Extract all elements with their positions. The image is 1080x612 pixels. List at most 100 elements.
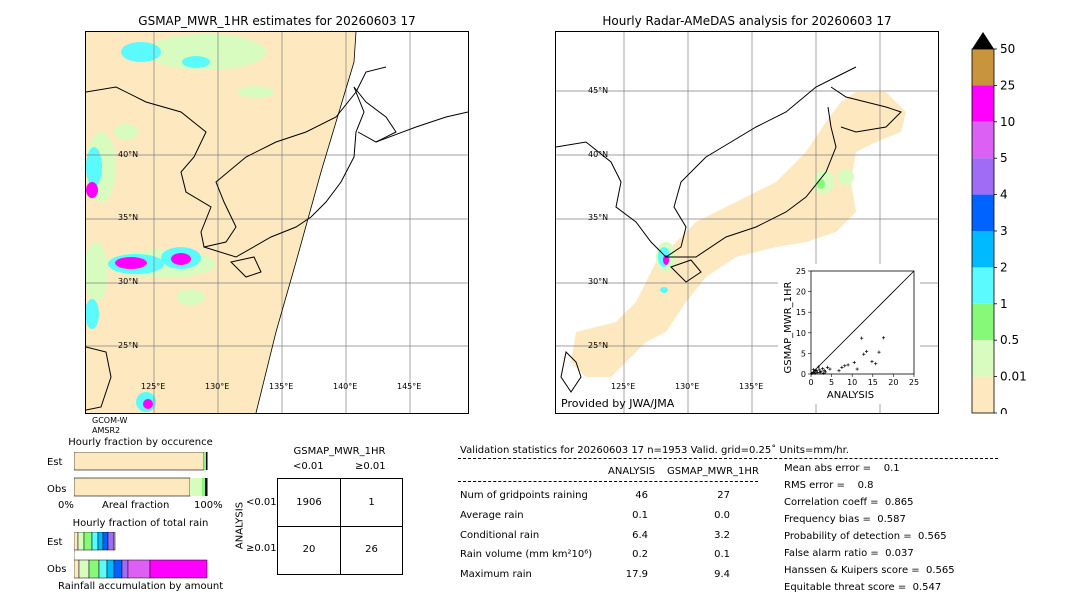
left-lon-135: 135°E bbox=[269, 382, 294, 391]
scatter-point bbox=[840, 365, 844, 370]
scatter-xtick: 0 bbox=[808, 378, 813, 387]
scatter-xtick: 5 bbox=[829, 378, 834, 387]
scatter-point bbox=[823, 370, 828, 374]
colorbar-canvas: 50 25 10 5 4 3 2 1 0.5 0.01 0 bbox=[971, 32, 1027, 420]
tot-est-bar bbox=[73, 531, 116, 551]
ct-title: GSMAP_MWR_1HR bbox=[293, 446, 386, 457]
occ-axis-right: 100% bbox=[194, 500, 223, 511]
occ-obs-light bbox=[190, 478, 202, 496]
sensor-label-1: GCOM-W bbox=[92, 416, 128, 425]
left-lon-125: 125°E bbox=[141, 382, 166, 391]
colorbar-segment bbox=[972, 194, 994, 231]
occ-obs-label: Obs bbox=[47, 484, 67, 495]
colorbar-segment bbox=[972, 231, 994, 268]
occ-obs-mid bbox=[202, 478, 205, 496]
map-grid bbox=[86, 32, 468, 413]
colorbar-segment bbox=[972, 267, 994, 304]
occurrence-title: Hourly fraction by occurence bbox=[68, 437, 213, 448]
ct-side-label: ANALYSIS bbox=[234, 501, 246, 550]
ct-cell-11: 26 bbox=[365, 544, 378, 555]
colorbar-label: 0.5 bbox=[1000, 333, 1019, 347]
left-map-title: GSMAP_MWR_1HR estimates for 20260603 17 bbox=[138, 14, 416, 28]
scatter-point bbox=[811, 367, 816, 372]
colorbar-segment bbox=[972, 158, 994, 195]
total-bars bbox=[73, 531, 210, 580]
right-lat-35: 35°N bbox=[588, 213, 609, 222]
score-5: False alarm ratio = 0.037 bbox=[784, 548, 914, 559]
row-label-0: Num of gridpoints raining bbox=[460, 490, 588, 501]
colorbar: 50 25 10 5 4 3 2 1 0.5 0.01 0 bbox=[970, 30, 1030, 420]
occ-obs-edge bbox=[205, 478, 208, 496]
row-label-3: Rain volume (mm km²10⁶) bbox=[460, 549, 593, 560]
scatter-xtick: 10 bbox=[847, 378, 857, 387]
scatter-point bbox=[865, 349, 869, 353]
colorbar-over-arrow bbox=[972, 32, 994, 49]
left-lat-40: 40°N bbox=[118, 150, 139, 159]
colorbar-segment bbox=[972, 49, 994, 86]
scatter-point bbox=[874, 362, 878, 366]
scatter-point bbox=[877, 350, 881, 354]
scatter-point bbox=[816, 365, 821, 369]
score-6: Hanssen & Kuipers score = 0.565 bbox=[784, 565, 955, 576]
scatter-point bbox=[881, 336, 886, 340]
swath-area bbox=[86, 32, 356, 413]
row-label-4: Maximum rain bbox=[460, 569, 532, 580]
right-lat-45: 45°N bbox=[588, 86, 609, 95]
scatter-point bbox=[825, 365, 830, 370]
scatter-ytick: 5 bbox=[801, 349, 806, 358]
scatter-xtick: 20 bbox=[888, 378, 898, 387]
scatter-ytick: 15 bbox=[796, 308, 806, 317]
right-lon-130: 130°E bbox=[675, 382, 700, 391]
coastline-right bbox=[556, 66, 902, 393]
tot-obs-label: Obs bbox=[47, 564, 67, 575]
scatter-point bbox=[821, 371, 825, 375]
occ-est-dry bbox=[73, 451, 205, 471]
left-map bbox=[85, 31, 469, 414]
occ-axis-mid: Areal fraction bbox=[102, 500, 170, 511]
colorbar-segment bbox=[972, 121, 994, 159]
ct-row-lt: <0.01 bbox=[246, 497, 277, 508]
score-1: RMS error = 0.8 bbox=[784, 480, 874, 491]
scatter-point bbox=[820, 367, 825, 371]
scatter-point bbox=[813, 368, 818, 372]
validation-header: Validation statistics for 20260603 17 n=… bbox=[460, 445, 849, 456]
colorbar-label: 0 bbox=[1000, 406, 1008, 414]
scatter-point bbox=[817, 368, 821, 372]
score-0: Mean abs error = 0.1 bbox=[784, 463, 900, 474]
row-label-1: Average rain bbox=[460, 510, 524, 521]
score-7: Equitable threat score = 0.547 bbox=[784, 582, 942, 593]
ct-col-ge: ≥0.01 bbox=[355, 461, 386, 472]
colorbar-label: 4 bbox=[1000, 188, 1008, 202]
scatter-ytick: 0 bbox=[801, 370, 806, 379]
row-label-2: Conditional rain bbox=[460, 530, 540, 541]
scatter-inset: 0 0 5 5 10 10 15 15 20 20 25 25 ANALYSIS GSMAP_MWR_1H… bbox=[778, 264, 920, 404]
scatter-point bbox=[815, 370, 820, 374]
right-map bbox=[555, 31, 939, 414]
colorbar-label: 3 bbox=[1000, 224, 1008, 238]
validation-divider-2 bbox=[458, 481, 758, 482]
right-lat-25: 25°N bbox=[588, 341, 609, 350]
ct-grid: 1906 1 20 26 bbox=[277, 478, 403, 575]
right-lat-40: 40°N bbox=[588, 150, 609, 159]
col-gsmap: GSMAP_MWR_1HR bbox=[667, 466, 759, 477]
row-analysis-4: 17.9 bbox=[625, 569, 648, 580]
right-lat-30: 30°N bbox=[588, 277, 609, 286]
ct-col-lt: <0.01 bbox=[293, 461, 324, 472]
colorbar-label: 5 bbox=[1000, 151, 1008, 165]
right-map-title: Hourly Radar-AMeDAS analysis for 2026060… bbox=[602, 14, 892, 28]
scatter-xlabel: ANALYSIS bbox=[827, 390, 874, 401]
score-2: Correlation coeff = 0.865 bbox=[784, 497, 914, 508]
scatter-ytick: 25 bbox=[796, 267, 806, 276]
colorbar-segment bbox=[972, 303, 994, 341]
scatter-point bbox=[828, 367, 832, 371]
occ-axis-left: 0% bbox=[58, 500, 74, 511]
scatter-point bbox=[818, 371, 822, 375]
left-lon-140: 140°E bbox=[333, 382, 358, 391]
scatter-diagonal bbox=[810, 270, 915, 375]
total-title: Hourly fraction of total rain bbox=[72, 518, 209, 529]
scatter-xtick: 15 bbox=[868, 378, 878, 387]
col-analysis: ANALYSIS bbox=[608, 466, 656, 477]
occ-est-wet bbox=[204, 452, 206, 470]
colorbar-label: 50 bbox=[1000, 42, 1015, 56]
radar-coverage bbox=[571, 92, 906, 377]
